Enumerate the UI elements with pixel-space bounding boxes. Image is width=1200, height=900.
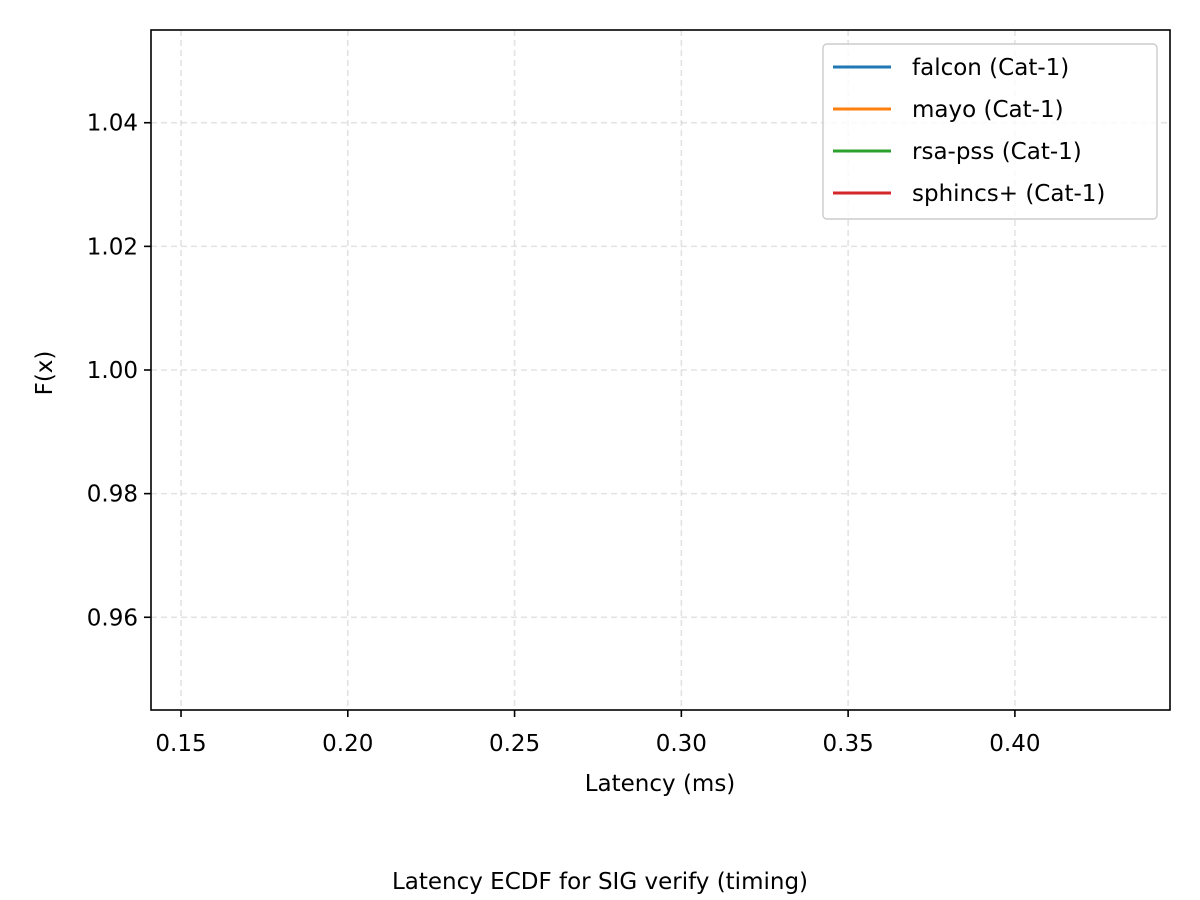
- x-tick-label: 0.30: [656, 731, 707, 757]
- y-tick-label: 1.04: [87, 111, 138, 137]
- x-tick-label: 0.20: [322, 731, 373, 757]
- legend: falcon (Cat-1) mayo (Cat-1) rsa-pss (Cat-1…: [822, 43, 1158, 220]
- x-tick-label: 0.15: [155, 731, 206, 757]
- legend-entries: falcon (Cat-1) mayo (Cat-1) rsa-pss (Cat-1…: [833, 55, 1105, 207]
- y-axis-ticks: 0.96 0.98 1.00 1.02 1.04: [87, 111, 151, 631]
- x-tick-label: 0.25: [489, 731, 540, 757]
- y-axis-label: F(x): [32, 351, 58, 396]
- x-axis-label: Latency (ms): [585, 771, 736, 797]
- figure-caption: Latency ECDF for SIG verify (timing): [392, 869, 808, 895]
- y-tick-label: 0.98: [87, 482, 138, 508]
- legend-label: rsa-pss (Cat-1): [912, 139, 1082, 165]
- legend-label: sphincs+ (Cat-1): [912, 181, 1105, 207]
- x-tick-label: 0.40: [989, 731, 1040, 757]
- x-tick-label: 0.35: [823, 731, 874, 757]
- x-axis-ticks: 0.15 0.20 0.25 0.30 0.35 0.40: [155, 710, 1041, 757]
- y-tick-label: 1.00: [87, 358, 138, 384]
- y-tick-label: 1.02: [87, 234, 138, 260]
- legend-label: falcon (Cat-1): [912, 55, 1069, 81]
- legend-label: mayo (Cat-1): [912, 97, 1064, 123]
- legend-box: [822, 43, 1158, 220]
- y-tick-label: 0.96: [87, 605, 138, 631]
